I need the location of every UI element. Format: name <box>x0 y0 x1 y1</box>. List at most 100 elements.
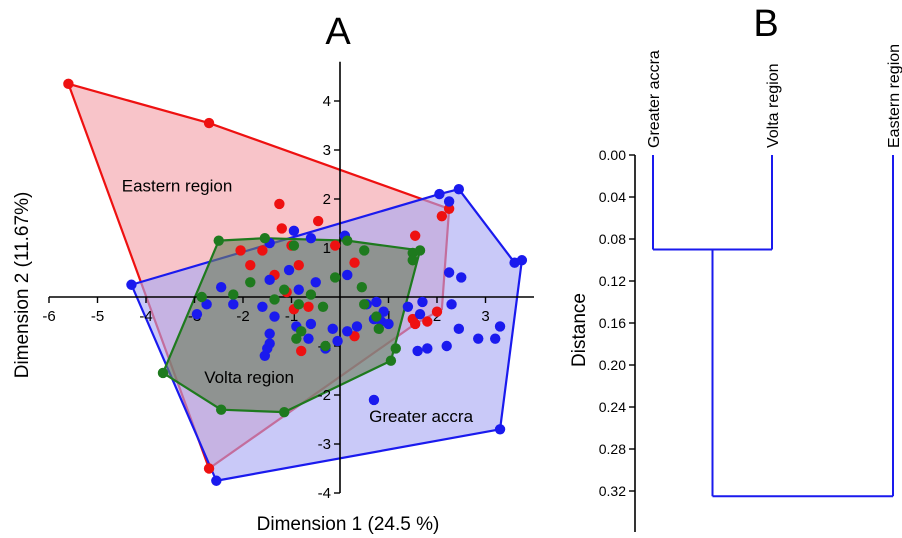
dendrogram-y-axis-title: Distance <box>569 293 590 367</box>
panel-label-a: A <box>325 11 351 53</box>
dendrogram-branches <box>652 155 894 498</box>
volta-region-point <box>196 291 207 303</box>
greater-accra-point <box>288 225 300 237</box>
volta-region-point <box>296 326 307 337</box>
greater-accra-point <box>259 350 271 361</box>
greater-accra-point <box>494 321 506 332</box>
volta-region-point <box>305 289 317 300</box>
y-tick-label: -2 <box>318 387 331 404</box>
greater-accra-point <box>443 196 455 207</box>
volta-region-point <box>288 240 300 251</box>
volta-region-point <box>342 235 353 246</box>
volta-region-point <box>414 245 426 256</box>
volta-region-point <box>259 233 271 244</box>
greater-accra-point <box>516 255 528 266</box>
region-label: Greater accra <box>369 407 473 426</box>
greater-accra-point <box>371 296 382 308</box>
volta-region-point <box>356 282 368 293</box>
greater-accra-point <box>422 343 433 354</box>
dendrogram-leaf-label: Volta region <box>765 63 782 148</box>
dendrogram-tick-label: 0.24 <box>599 399 626 415</box>
greater-accra-point <box>441 340 452 352</box>
volta-region-point <box>320 340 331 352</box>
region-labels: Eastern region Volta region Greater accra <box>122 177 474 426</box>
eastern-region-point <box>349 257 360 268</box>
eastern-region-point <box>436 210 448 222</box>
y-tick-label: -3 <box>318 436 331 453</box>
dendrogram-tick-label: 0.32 <box>599 483 626 499</box>
greater-accra-point <box>211 475 222 486</box>
eastern-region-point <box>312 215 324 227</box>
dendrogram-tick-label: 0.16 <box>599 315 626 331</box>
volta-region-point <box>228 289 239 300</box>
dendrogram-tick-label: 0.20 <box>599 357 626 373</box>
eastern-region-point <box>296 345 307 357</box>
greater-accra-point <box>456 272 467 283</box>
greater-accra-point <box>293 284 304 295</box>
greater-accra-point <box>264 274 275 286</box>
y-tick-label: 1 <box>323 240 331 257</box>
dendrogram-leaf-labels: Greater accra Volta region Eastern region <box>646 44 902 148</box>
eastern-region-point <box>409 230 421 241</box>
x-tick-label: 1 <box>384 308 392 325</box>
panel-label-b: B <box>753 3 778 45</box>
volta-region-point <box>215 404 227 415</box>
y-tick-label: 3 <box>323 142 331 159</box>
greater-accra-point <box>453 184 465 195</box>
y-tick-label: 4 <box>323 93 331 110</box>
eastern-region-point <box>349 331 360 342</box>
eastern-region-point <box>257 245 268 256</box>
volta-region-point <box>291 333 302 344</box>
greater-accra-point <box>283 264 295 276</box>
eastern-region-point <box>409 318 421 330</box>
greater-accra-point <box>473 333 484 344</box>
greater-accra-point <box>215 282 227 293</box>
volta-region-point <box>385 355 397 366</box>
greater-accra-point <box>378 306 389 317</box>
eastern-region-point <box>203 117 215 129</box>
greater-accra-point <box>434 188 445 200</box>
greater-accra-point <box>327 323 338 335</box>
panel-b: B 0.00 0.04 0.08 0.12 0.16 0.20 0.24 0.28 0.32 G… <box>569 3 902 532</box>
greater-accra-point <box>310 277 321 288</box>
dendrogram-tick-label: 0.28 <box>599 441 626 457</box>
eastern-region-point <box>431 306 443 317</box>
greater-accra-point <box>368 394 380 406</box>
greater-accra-point <box>269 311 280 322</box>
eastern-region-point <box>443 203 455 214</box>
x-tick-label: -4 <box>139 308 152 325</box>
volta-region-point <box>317 301 329 312</box>
dendrogram-tick-label: 0.00 <box>599 147 626 163</box>
y-axis-title: Dimension 2 (11.67%) <box>12 192 33 379</box>
dendrogram-tick-label: 0.12 <box>599 273 626 289</box>
greater-accra-point <box>446 299 457 310</box>
greater-accra-point <box>228 299 239 310</box>
convex-hulls <box>67 82 523 482</box>
volta-region-point <box>213 235 224 246</box>
eastern-region-point <box>422 316 433 327</box>
greater-accra-point <box>305 233 317 244</box>
region-label: Eastern region <box>122 177 233 196</box>
volta-region-point <box>293 299 304 310</box>
region-label: Volta region <box>204 368 294 387</box>
greater-accra-point <box>383 318 394 330</box>
greater-accra-point <box>201 299 212 310</box>
dendrogram-tick-label: 0.08 <box>599 231 626 247</box>
x-axis-title: Dimension 1 (24.5 %) <box>257 514 440 535</box>
greater-accra-point <box>417 296 428 308</box>
greater-accra-point <box>191 308 203 320</box>
greater-accra-point <box>303 333 314 344</box>
greater-accra-point <box>494 424 506 435</box>
dendrogram-leaf-label: Eastern region <box>886 44 902 148</box>
data-points <box>63 78 528 486</box>
eastern-region-point <box>63 78 74 90</box>
greater-accra-point <box>257 301 268 312</box>
greater-accra-point <box>443 267 455 278</box>
y-tick-label: 2 <box>323 191 331 208</box>
volta-region-point <box>373 323 384 335</box>
volta-region-point <box>371 311 382 322</box>
eastern-region-point <box>245 259 256 271</box>
greater-accra-point <box>332 335 343 347</box>
volta-region-point <box>407 255 418 266</box>
